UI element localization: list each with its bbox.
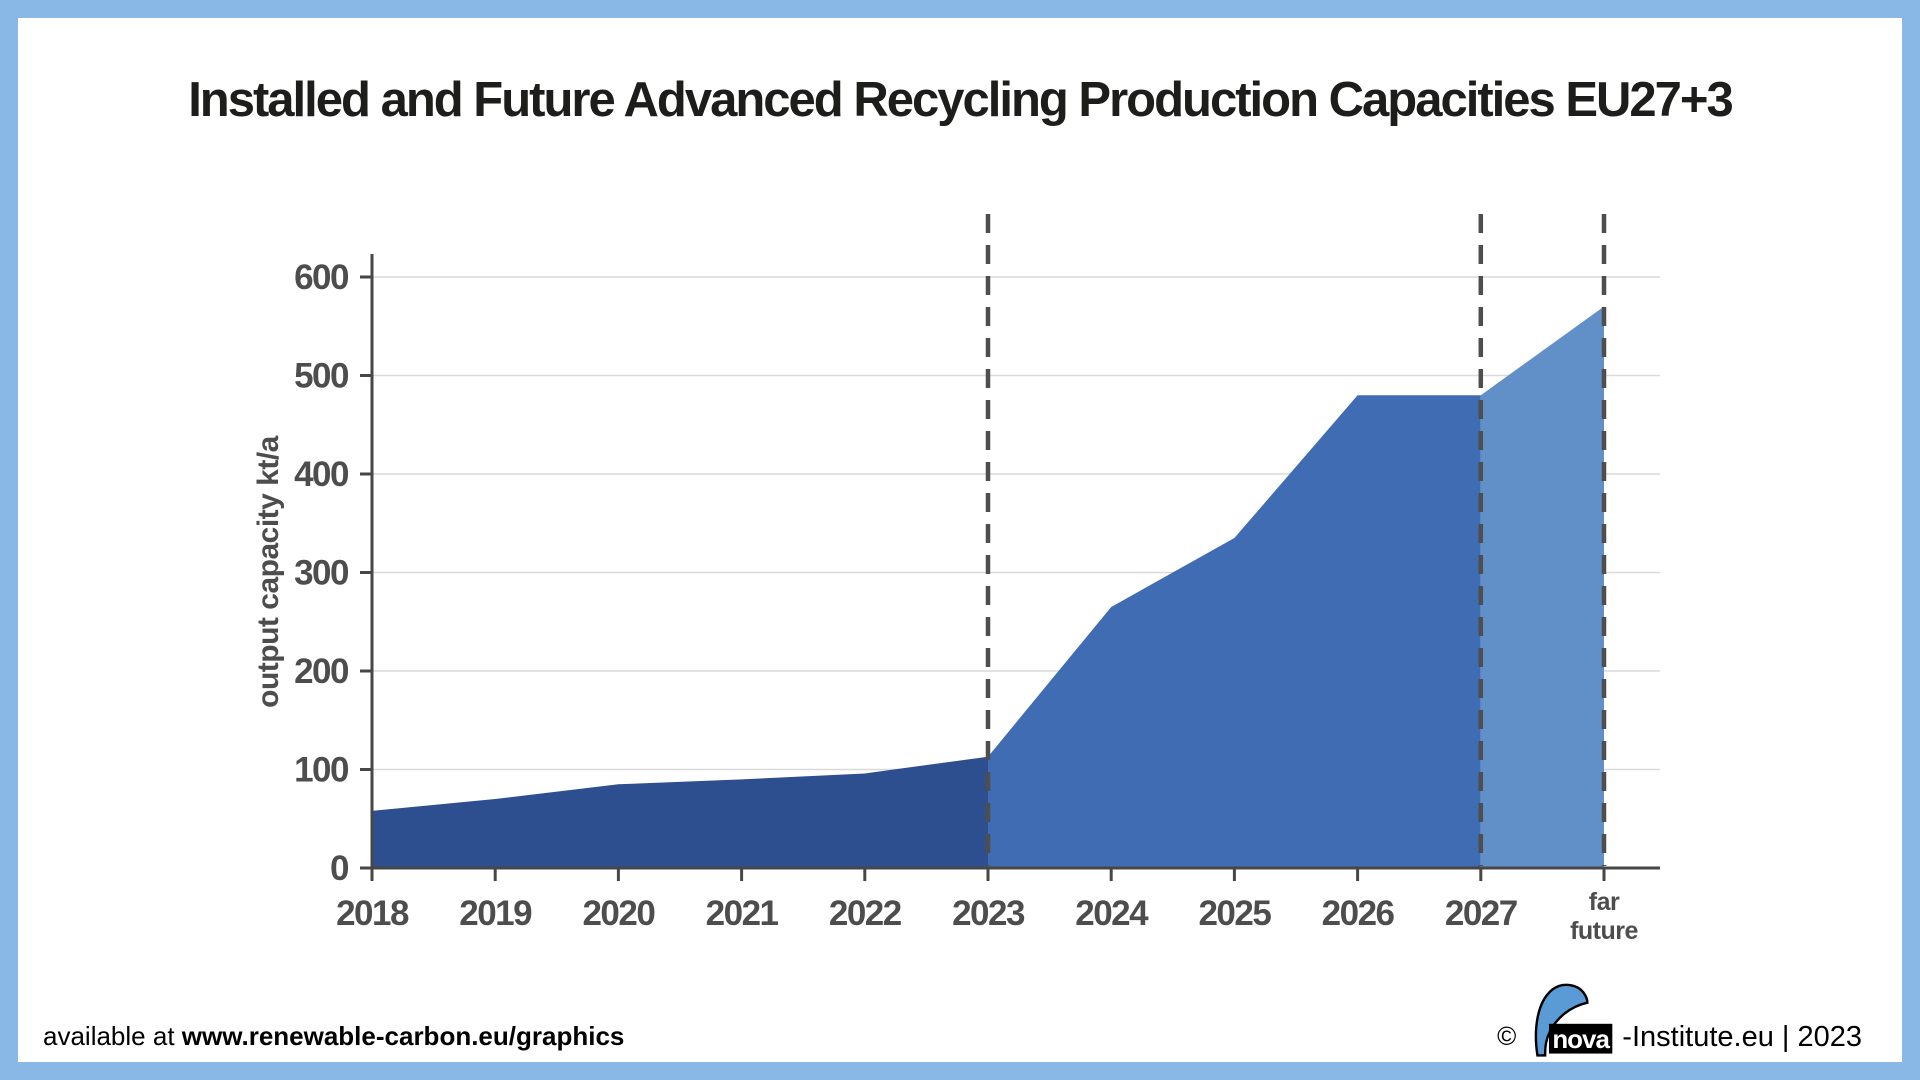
footer-copyright: © nova -Institute.eu | 2023: [1497, 980, 1862, 1058]
svg-text:100: 100: [294, 751, 349, 790]
availability-prefix: available at: [43, 1021, 182, 1051]
svg-text:2026: 2026: [1322, 894, 1395, 933]
svg-text:2018: 2018: [336, 894, 409, 933]
y-axis-title: output capacity kt/a: [252, 435, 285, 708]
footer-availability: available at www.renewable-carbon.eu/gra…: [43, 1021, 624, 1052]
svg-text:2020: 2020: [582, 894, 655, 933]
dashed-marker-lines: [985, 214, 1607, 866]
copyright-symbol: ©: [1497, 1021, 1517, 1051]
logo-box: [1549, 1023, 1613, 1054]
svg-text:2027: 2027: [1445, 894, 1517, 933]
svg-text:2024: 2024: [1075, 894, 1149, 933]
svg-text:2023: 2023: [952, 894, 1025, 933]
svg-text:2019: 2019: [459, 894, 532, 933]
svg-text:2021: 2021: [706, 894, 779, 933]
x-tick-labels: 2018 2019 2020 2021 2022 2023 2024 2025 2026 2027…: [336, 888, 1639, 945]
logo-wordmark: nova: [1553, 1026, 1611, 1054]
svg-text:500: 500: [294, 357, 349, 396]
logo-sail-shape: [1535, 983, 1589, 1057]
svg-text:300: 300: [294, 554, 349, 593]
availability-url: www.renewable-carbon.eu/graphics: [181, 1021, 625, 1051]
nova-institute-logo-icon: nova: [1535, 983, 1613, 1057]
copyright-text: -Institute.eu | 2023: [1622, 1021, 1862, 1053]
svg-text:2025: 2025: [1198, 894, 1271, 933]
area-segment-2018-2023: [372, 756, 988, 868]
area-segment-2027-far future: [1480, 306, 1604, 868]
svg-text:600: 600: [294, 258, 349, 297]
axes: [360, 254, 1660, 881]
svg-text:2022: 2022: [829, 894, 902, 933]
area-segment-2023-2027: [988, 395, 1481, 868]
page-title: Installed and Future Advanced Recycling …: [188, 73, 1734, 127]
y-tick-labels: 0 100 200 300 400 500 600: [294, 258, 350, 888]
svg-text:200: 200: [294, 652, 349, 691]
svg-text:0: 0: [330, 849, 349, 888]
svg-text:400: 400: [294, 455, 349, 494]
